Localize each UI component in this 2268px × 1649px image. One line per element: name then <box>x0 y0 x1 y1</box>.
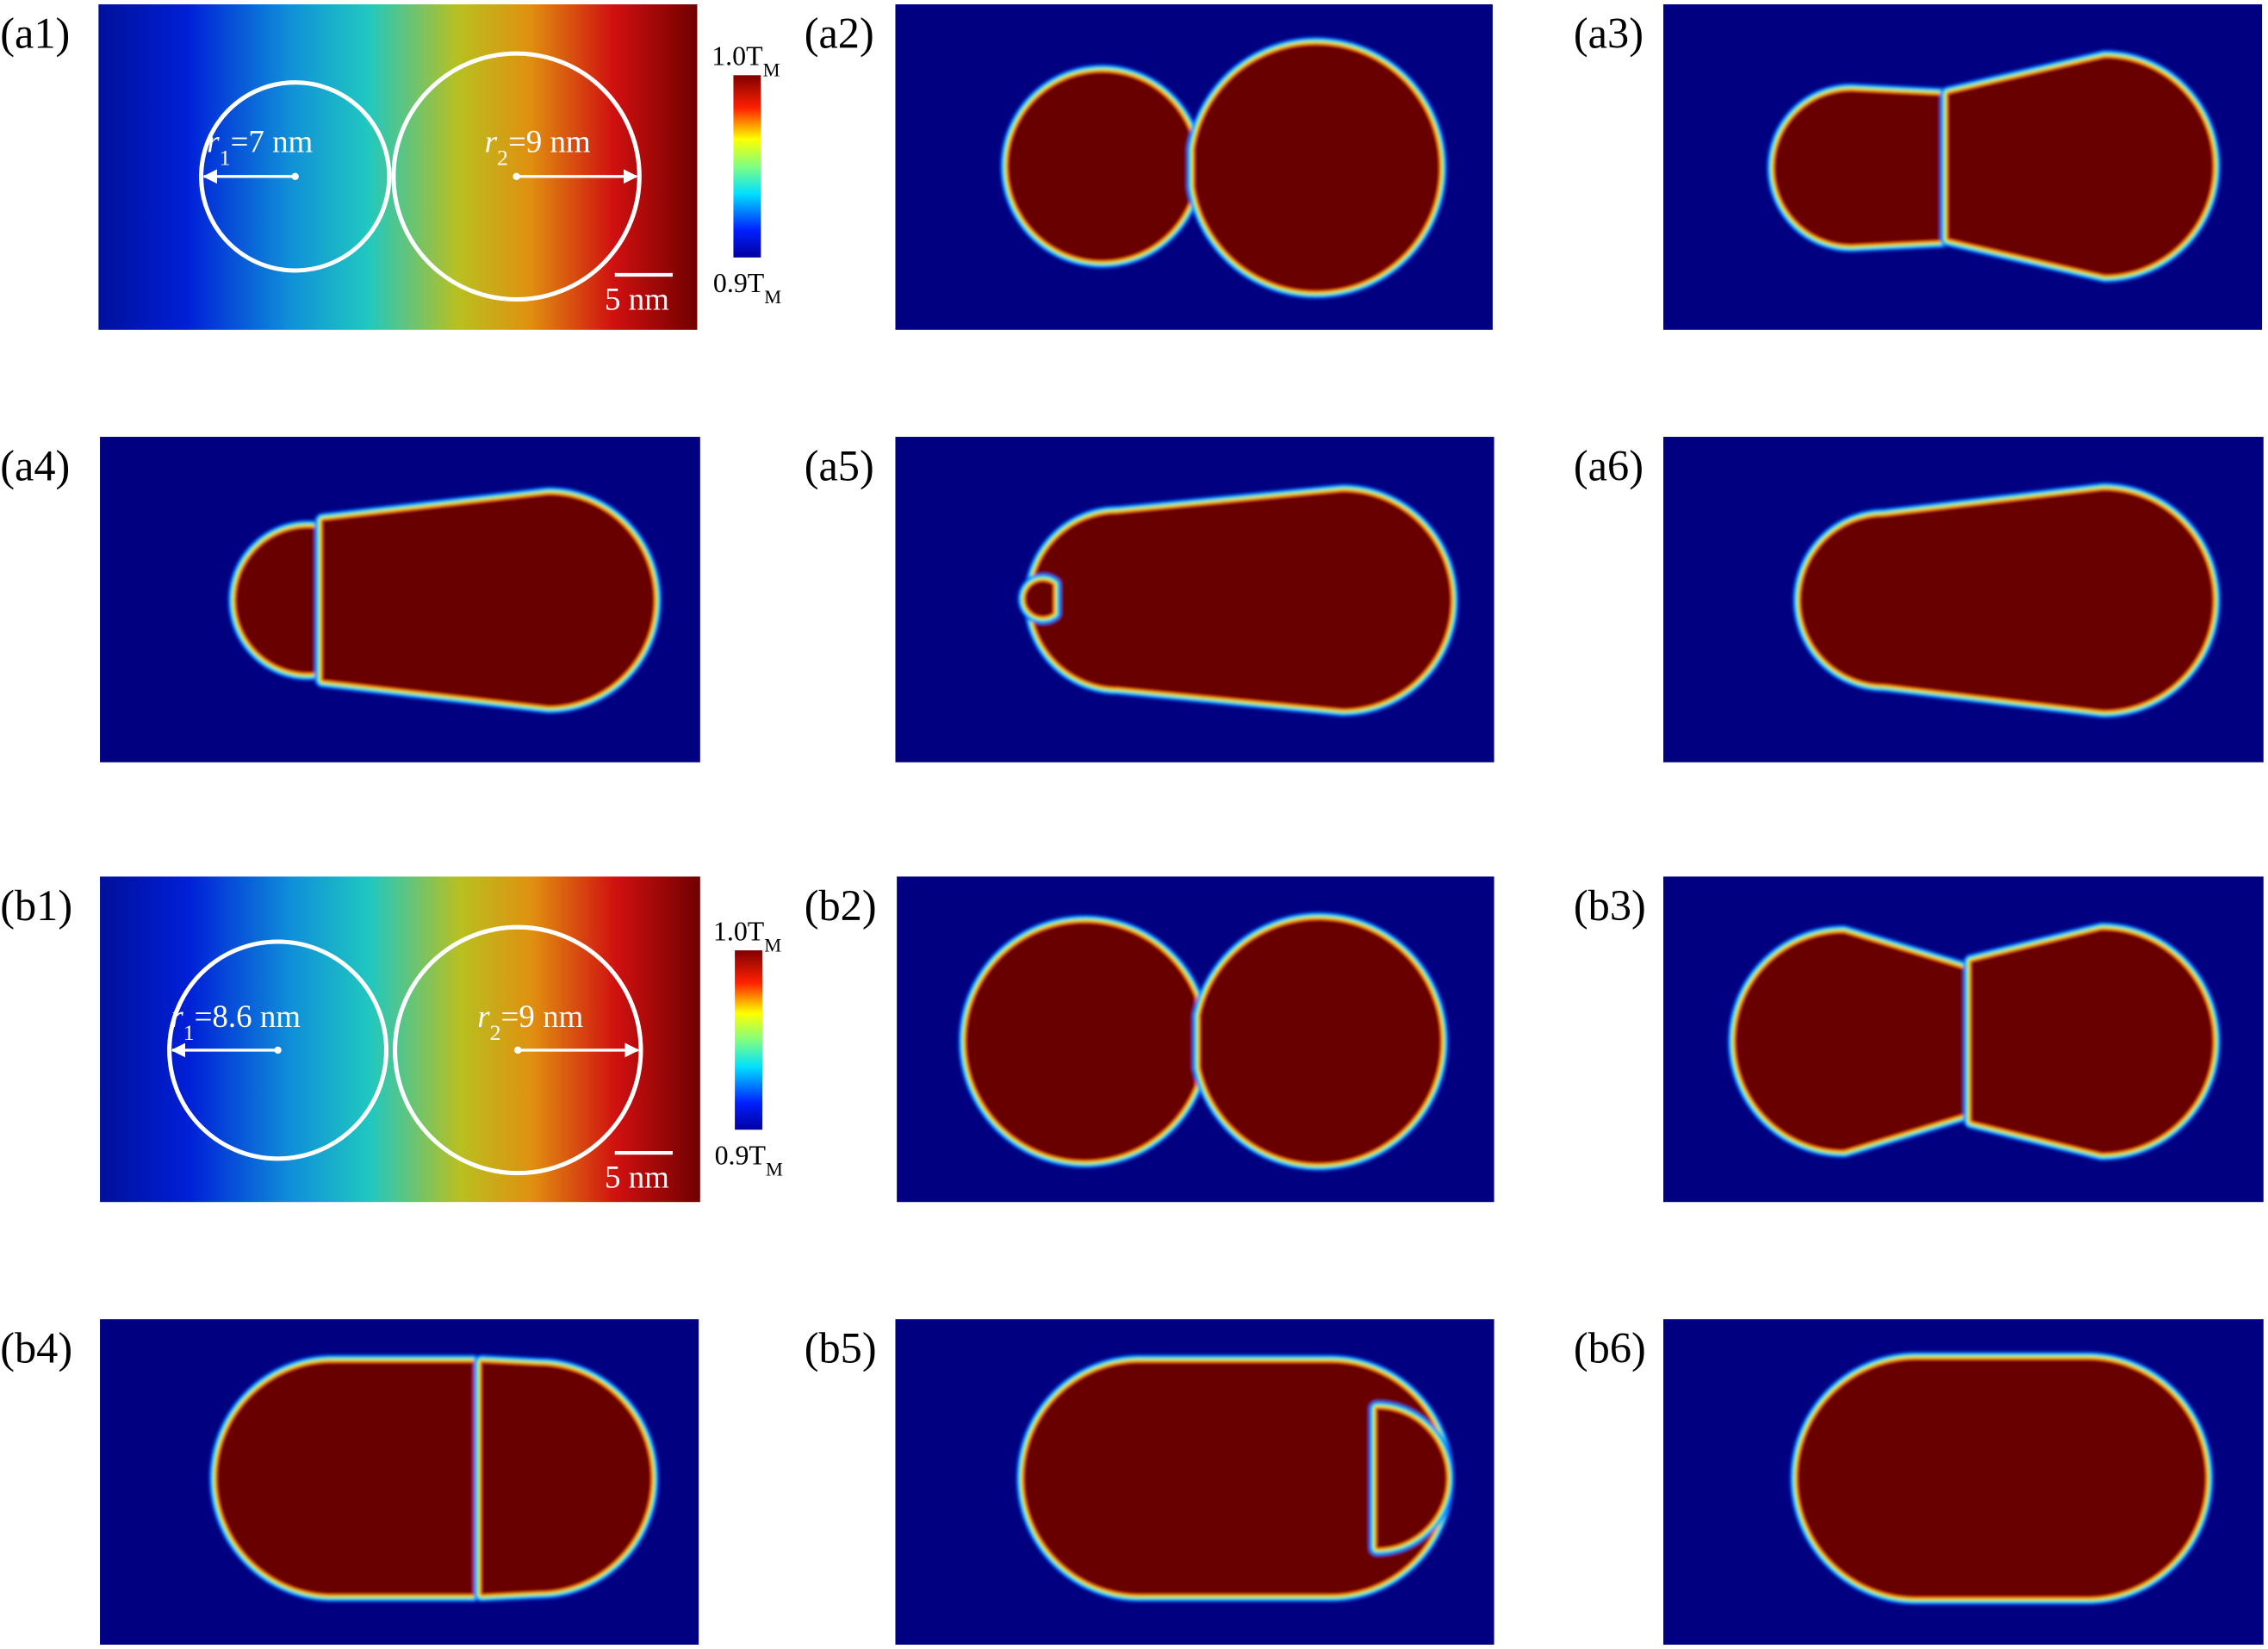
grain <box>1948 58 2213 275</box>
grain <box>1025 581 1053 617</box>
grain <box>235 527 319 673</box>
center-dot <box>514 1046 522 1055</box>
radius-label-part: r <box>477 999 490 1034</box>
grain <box>1031 491 1451 709</box>
colorbar <box>733 75 761 258</box>
radius-label-part: 2 <box>490 1020 501 1045</box>
temperature-field <box>100 876 700 1203</box>
grain <box>1800 490 2213 711</box>
colorbar-min: 0.9TM <box>713 268 781 307</box>
radius-label-part: =7 nm <box>231 123 314 159</box>
colorbar-max-part: 1.0T <box>713 916 764 946</box>
colorbar <box>735 950 763 1130</box>
temperature-field <box>98 4 698 330</box>
radius-label-part: r <box>171 999 183 1034</box>
panel-label: (b5) <box>805 1324 877 1372</box>
panel: (b2) <box>805 876 1494 1203</box>
radius-label: r1=8.6 nm <box>171 999 301 1044</box>
scale-label: 5 nm <box>605 281 669 316</box>
panel: (a2) <box>805 4 1493 330</box>
particle-outline <box>391 51 642 302</box>
grain <box>966 923 1196 1161</box>
colorbar-max-part: M <box>764 934 781 955</box>
grains <box>1767 49 2221 283</box>
panel-label: (b3) <box>1574 881 1646 930</box>
grain <box>1195 45 1439 291</box>
radius-label-part: =9 nm <box>501 999 584 1034</box>
panel-label: (b6) <box>1574 1324 1646 1372</box>
colorbar-min-part: 0.9T <box>713 268 764 298</box>
panel: (a5) <box>805 437 1494 762</box>
panel-label: (b2) <box>805 881 877 930</box>
panel: (a4) <box>0 437 700 762</box>
particle-outline <box>167 939 389 1161</box>
colorbar-max-part: M <box>763 59 780 80</box>
grain <box>1008 72 1192 261</box>
colorbar-min-part: M <box>764 286 781 308</box>
grains <box>1000 36 1447 299</box>
panel-label: (a6) <box>1574 441 1644 489</box>
radius-label-part: r <box>485 123 498 159</box>
panel: (a3) <box>1574 4 2263 330</box>
particle-outline <box>199 80 392 273</box>
particle-outline <box>393 924 643 1176</box>
grains <box>227 486 662 714</box>
panel: (b5) <box>805 1319 1494 1645</box>
grain <box>482 1362 651 1595</box>
radius-label-part: 1 <box>183 1020 195 1045</box>
panel-label: (b1) <box>0 881 72 930</box>
radius-label: r2=9 nm <box>477 999 583 1044</box>
radius-label-part: =9 nm <box>508 123 591 159</box>
panel: (a6) <box>1574 437 2264 762</box>
colorbar-min: 0.9TM <box>715 1141 783 1180</box>
grains <box>1789 1351 2214 1605</box>
grain <box>1774 90 1942 245</box>
grain <box>322 495 655 706</box>
grains <box>1016 1354 1455 1602</box>
panel-label: (a3) <box>1574 9 1644 57</box>
panel: (b3) <box>1574 876 2264 1203</box>
panel: (b4) <box>0 1319 699 1645</box>
grains <box>1793 482 2221 719</box>
panel-label: (a5) <box>805 441 874 489</box>
panel-label: (a2) <box>805 9 874 57</box>
panel-label: (a1) <box>0 9 70 57</box>
panel-label: (a4) <box>0 441 70 489</box>
grain <box>1735 932 1965 1150</box>
grains <box>1017 483 1459 717</box>
colorbar-min-part: 0.9T <box>715 1141 766 1171</box>
grain <box>1971 930 2213 1154</box>
radius-label-part: 2 <box>497 145 508 170</box>
center-dot <box>513 172 520 181</box>
colorbar-max: 1.0TM <box>713 916 781 955</box>
grain <box>1376 1409 1447 1548</box>
radius-label-part: =8.6 nm <box>195 999 301 1034</box>
colorbar-max: 1.0TM <box>711 41 780 81</box>
panel-label: (b4) <box>0 1324 72 1372</box>
scale-label: 5 nm <box>605 1159 669 1194</box>
colorbar-min-part: M <box>766 1158 783 1179</box>
grain <box>217 1362 474 1595</box>
center-dot <box>274 1046 282 1055</box>
grain <box>1798 1360 2206 1597</box>
grains <box>1727 922 2221 1161</box>
radius-label: r2=9 nm <box>485 123 591 170</box>
grains <box>208 1354 659 1602</box>
radius-label: r1=7 nm <box>207 123 313 170</box>
grains <box>958 912 1449 1172</box>
grain <box>1023 1362 1447 1595</box>
center-dot <box>291 172 299 181</box>
radius-label-part: 1 <box>220 145 231 170</box>
grain <box>1200 919 1441 1163</box>
radius-label-part: r <box>207 123 220 159</box>
colorbar-max-part: 1.0T <box>711 41 762 72</box>
panel: (b6) <box>1574 1319 2264 1645</box>
